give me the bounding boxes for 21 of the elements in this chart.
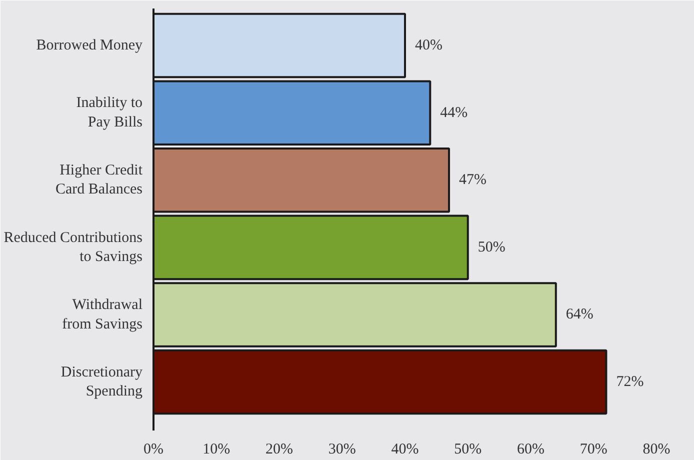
- y-tick-label: Withdrawal from Savings: [62, 297, 143, 332]
- x-tick-label: 10%: [202, 442, 230, 458]
- data-label: 72%: [616, 374, 644, 390]
- x-tick-label: 30%: [328, 442, 356, 458]
- x-tick-label: 60%: [517, 442, 544, 458]
- x-tick-label: 20%: [266, 442, 293, 458]
- x-tick-label: 0%: [144, 442, 164, 458]
- y-tick-label: Discretionary Spending: [60, 364, 143, 400]
- data-label: 47%: [459, 172, 487, 188]
- data-label: 50%: [478, 239, 506, 256]
- x-tick-label: 40%: [391, 442, 419, 458]
- data-label: 44%: [440, 104, 468, 121]
- x-tick-label: 50%: [454, 442, 482, 458]
- x-tick-label: 80%: [642, 442, 670, 458]
- x-tick-label: 70%: [580, 442, 608, 458]
- y-tick-label: Reduced Contributions to Savings: [4, 230, 143, 266]
- data-label: 64%: [566, 306, 594, 323]
- y-tick-label: Borrowed Money: [36, 38, 143, 54]
- y-tick-label: Higher Credit Card Balances: [55, 162, 144, 198]
- y-tick-label: Inability to Pay Bills: [76, 95, 143, 130]
- data-label: 40%: [415, 38, 442, 54]
